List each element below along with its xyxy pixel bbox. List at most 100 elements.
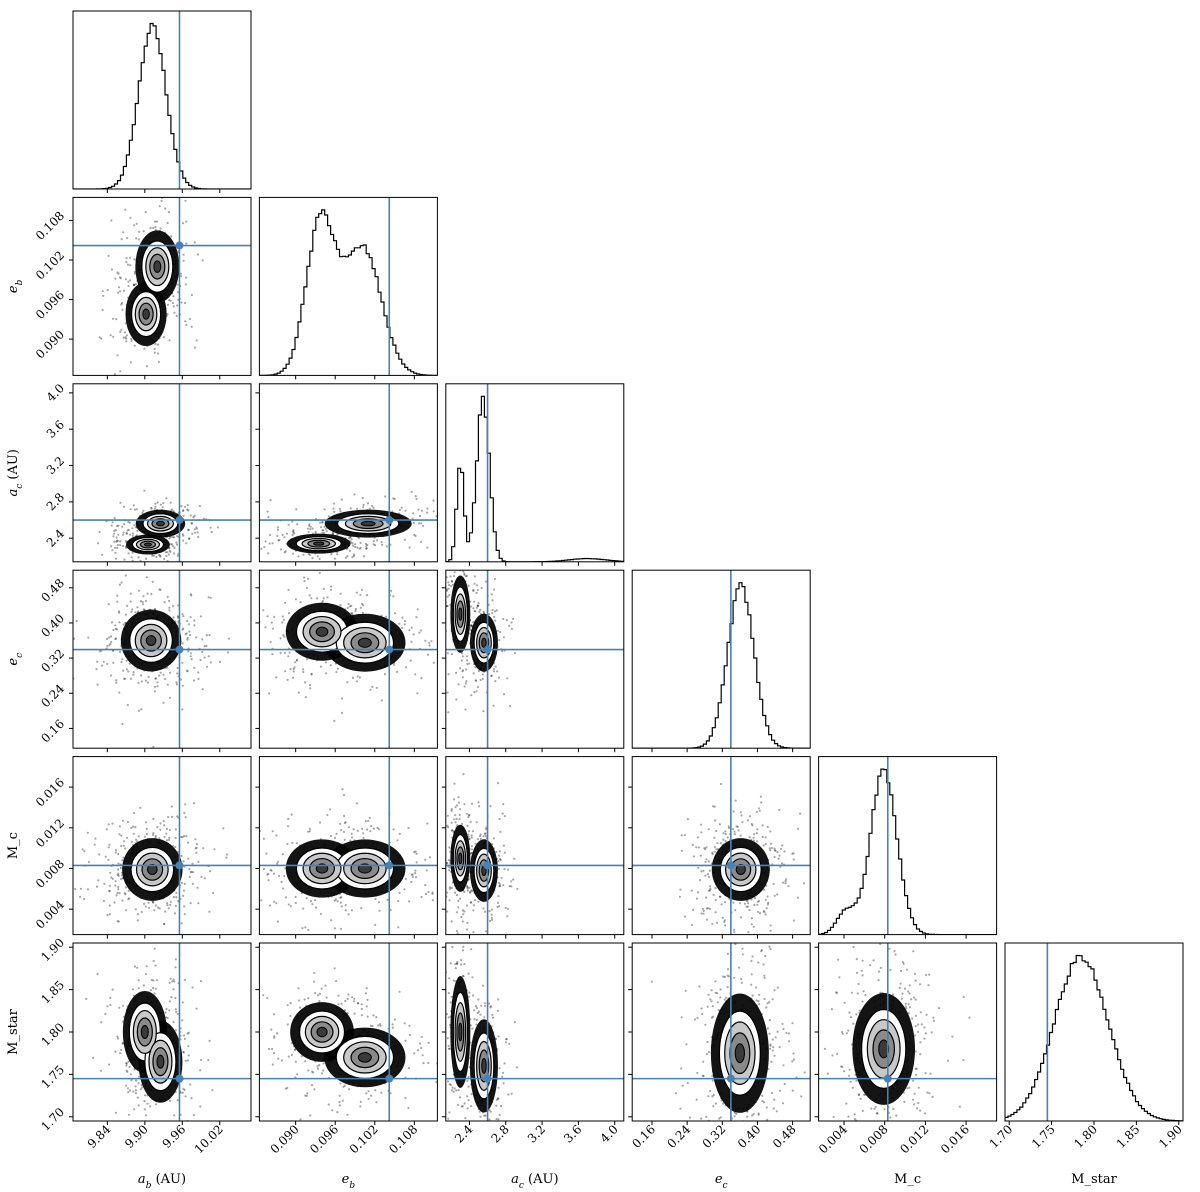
y-tick-label: 0.48 (38, 576, 67, 605)
y-tick-label: 1.80 (38, 1020, 67, 1049)
truth-point (385, 516, 394, 525)
y-tick-label: 0.012 (33, 816, 67, 850)
panel-frame (72, 196, 252, 376)
contour-core (156, 520, 165, 527)
contour-core (316, 1026, 328, 1038)
truth-point (175, 241, 184, 250)
x-tick-label: 1.85 (1114, 1122, 1143, 1151)
truth-point (483, 645, 492, 654)
contour-core (143, 542, 152, 547)
panel-a_c-a_b: 2.4 2.8 3.2 3.6 4.0 ac (AU) (6, 381, 252, 566)
histogram-e_c (632, 582, 811, 749)
truth-point (175, 645, 184, 654)
truth-point (175, 861, 184, 870)
scatter-e_c-a_c (445, 570, 517, 714)
contour-core (313, 541, 325, 546)
y-tick-label: 1.70 (38, 1105, 67, 1134)
contour-core (734, 1043, 745, 1064)
contour-core (357, 1052, 372, 1063)
panel-e_c-a_b: 0.16 0.24 0.32 0.40 0.48 ec (6, 569, 252, 753)
contour-core (481, 637, 487, 648)
x-tick-label: 1.90 (1156, 1122, 1185, 1151)
histogram-M_c (818, 768, 997, 935)
x-tick-label: 1.75 (1029, 1122, 1058, 1151)
y-tick-label: 0.090 (33, 327, 67, 361)
histogram-e_b (259, 209, 438, 376)
y-tick-label: 0.096 (33, 288, 67, 322)
contour-core (458, 852, 463, 865)
panel-e_b-a_b: 0.090 0.096 0.102 0.108 eb (6, 196, 252, 380)
panel-a_c-a_c (445, 383, 625, 566)
x-tick-label: 0.096 (307, 1122, 341, 1156)
y-axis-label-a_c: ac (AU) (6, 449, 25, 496)
histogram-a_c (445, 395, 624, 562)
y-tick-label: 4.0 (44, 381, 67, 404)
y-tick-label: 0.32 (38, 646, 67, 675)
panel-frame (258, 383, 438, 563)
x-tick-label: 2.4 (452, 1122, 476, 1146)
x-tick-label: 0.32 (700, 1122, 729, 1151)
x-tick-label: 1.80 (1071, 1122, 1100, 1151)
panel-frame (258, 756, 438, 936)
x-tick-label: 0.48 (770, 1122, 799, 1151)
y-tick-label: 3.2 (44, 454, 67, 477)
y-axis-label-e_b: eb (6, 279, 25, 293)
panel-e_c-a_c (441, 569, 625, 753)
panel-M_star-e_b: 0.090 0.096 0.102 0.108 eb (255, 942, 438, 1191)
x-tick-label: 9.96 (160, 1122, 189, 1151)
contour-core (140, 1024, 149, 1040)
panel-frame (258, 196, 438, 376)
y-tick-label: 0.108 (33, 209, 67, 243)
x-axis-label-M_c: M_c (894, 1172, 921, 1187)
y-tick-label: 2.8 (44, 490, 67, 513)
y-axis-label-e_c: ec (6, 653, 25, 666)
panel-frame (72, 10, 252, 190)
x-tick-label: 3.6 (561, 1122, 584, 1145)
truth-point (726, 1074, 735, 1083)
panel-frame (72, 569, 252, 749)
x-tick-label: 0.004 (816, 1122, 850, 1156)
panel-M_c-e_c (628, 756, 811, 939)
y-tick-label: 0.004 (33, 897, 67, 931)
truth-point (385, 645, 394, 654)
x-tick-label: 0.008 (857, 1122, 891, 1156)
x-tick-label: 1.70 (987, 1122, 1016, 1151)
x-tick-label: 0.40 (735, 1122, 764, 1151)
x-tick-label: 0.012 (897, 1122, 931, 1156)
panel-frame (72, 383, 252, 563)
panel-M_star-M_star: 1.70 1.75 1.80 1.85 1.90 M_star (987, 942, 1185, 1187)
x-axis-label-e_c: ec (715, 1172, 728, 1191)
y-tick-label: 2.4 (44, 526, 68, 550)
truth-point (483, 861, 492, 870)
contour-core (481, 1057, 487, 1074)
x-tick-label: 4.0 (597, 1122, 620, 1145)
x-tick-label: 0.16 (629, 1122, 658, 1151)
y-tick-label: 0.008 (33, 857, 67, 891)
contour-core (357, 637, 372, 648)
contour-core (878, 1039, 890, 1059)
contour-core (156, 1054, 165, 1069)
panel-frame (631, 569, 811, 749)
y-tick-label: 0.16 (38, 717, 67, 746)
panel-frame (445, 569, 625, 749)
panel-e_c-e_c (631, 569, 811, 753)
panel-e_c-e_b (255, 569, 438, 753)
panel-frame (72, 756, 252, 936)
truth-point (175, 516, 184, 525)
panel-frame (818, 756, 998, 936)
panel-a_c-e_b (255, 383, 438, 566)
panel-M_star-M_c: 0.004 0.008 0.012 0.016 M_c (814, 942, 998, 1187)
x-tick-label: 10.02 (192, 1122, 226, 1156)
panel-a_b-a_b (72, 10, 252, 193)
contour-core (735, 864, 746, 875)
x-tick-label: 0.102 (347, 1122, 381, 1156)
scatter-e_b-a_b (98, 197, 204, 376)
panel-M_star-e_c: 0.16 0.24 0.32 0.40 0.48 ec (628, 942, 811, 1191)
truth-point (385, 861, 394, 870)
x-tick-label: 0.016 (938, 1122, 972, 1156)
y-axis-label-M_star: M_star (6, 1008, 21, 1054)
x-tick-label: 9.90 (122, 1122, 151, 1151)
contour-core (360, 520, 376, 527)
x-axis-label-a_c: ac (AU) (511, 1172, 558, 1191)
